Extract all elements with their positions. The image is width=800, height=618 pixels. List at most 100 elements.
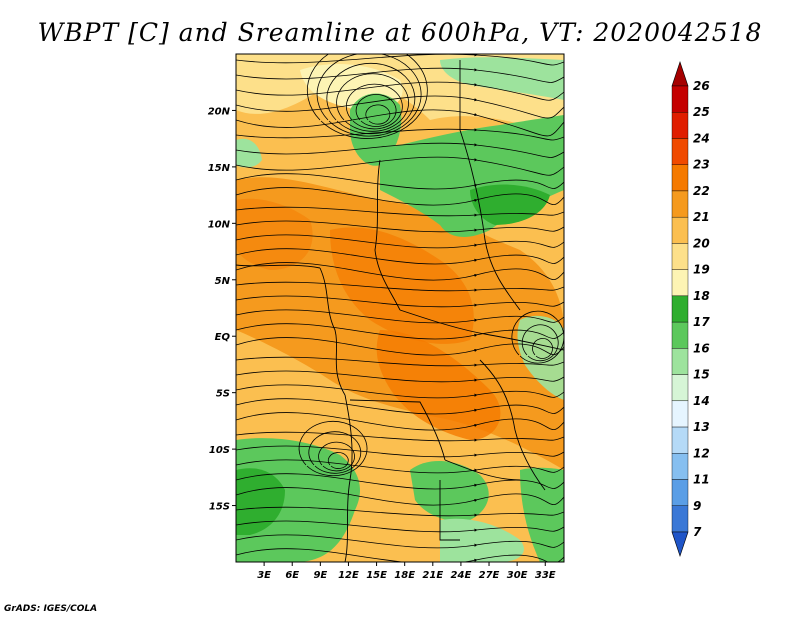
streamline	[318, 441, 355, 472]
lat-label: 10S	[209, 445, 230, 456]
colorbar-label: 15	[693, 368, 710, 382]
streamline	[298, 420, 368, 477]
streamline	[236, 128, 564, 141]
streamline	[327, 452, 349, 469]
colorbar-segment	[671, 216, 689, 244]
streamline	[532, 338, 553, 359]
lon-label: 30E	[507, 570, 528, 581]
colorbar-segment	[671, 453, 689, 480]
streamline	[236, 206, 564, 217]
colorbar-segment	[671, 374, 689, 402]
lon-label: 21E	[422, 570, 443, 581]
latitude-axis: 20N 15N 10N 5N EQ 5S 10S 15S	[208, 106, 236, 513]
lon-label: 6E	[285, 570, 299, 581]
streamline	[236, 459, 564, 474]
footer-credit: GrADS: IGES/COLA	[4, 604, 98, 614]
streamline	[236, 445, 564, 458]
colorbar-label: 18	[693, 289, 710, 303]
streamline	[236, 248, 564, 265]
colorbar-segment	[671, 269, 689, 297]
streamline	[236, 548, 564, 562]
map-frame	[235, 53, 565, 563]
lon-label: 3E	[257, 570, 271, 581]
colorbar: 26 25 24 23 22 21 20 19 18 17 16 15 14 13 12 11 9 7	[671, 61, 710, 557]
lon-label: 18E	[394, 570, 415, 581]
streamline	[236, 109, 564, 137]
colorbar-segment	[671, 112, 689, 139]
lat-label: 20N	[208, 106, 231, 117]
lat-label: 10N	[208, 219, 231, 230]
streamline	[308, 431, 362, 474]
streamline	[236, 370, 564, 383]
streamline	[236, 337, 564, 356]
colorbar-segment	[671, 85, 689, 113]
colorbar-label: 20	[693, 236, 710, 250]
streamline	[236, 384, 564, 399]
streamline	[521, 324, 559, 362]
colorbar-segment	[671, 164, 689, 192]
streamline	[355, 94, 397, 127]
lat-label: 5N	[215, 276, 231, 287]
lon-label: 15E	[366, 570, 387, 581]
colorbar-label: 26	[693, 79, 710, 93]
colorbar-segment	[671, 348, 689, 375]
lon-label: 9E	[313, 570, 327, 581]
streamline	[236, 173, 564, 190]
colorbar-label: 12	[693, 446, 710, 460]
streamline	[236, 398, 564, 415]
streamline	[236, 309, 564, 324]
colorbar-segment	[671, 505, 689, 533]
streamlines	[236, 54, 564, 562]
streamline	[236, 295, 564, 308]
streamline	[306, 54, 428, 139]
streamline	[326, 62, 416, 135]
streamline	[511, 310, 564, 364]
colorbar-label: 9	[693, 499, 701, 513]
lat-label: 15N	[208, 163, 231, 174]
colorbar-label: 17	[693, 315, 710, 329]
lon-label: 24E	[451, 570, 472, 581]
colorbar-segment	[671, 426, 689, 454]
colorbar-label: 22	[693, 184, 710, 198]
streamline	[345, 83, 403, 130]
lat-label: 5S	[216, 389, 230, 400]
colorbar-label: 24	[693, 131, 710, 145]
wbpt-field	[236, 54, 564, 562]
colorbar-label: 14	[693, 394, 710, 408]
colorbar-segment	[671, 138, 689, 165]
streamline	[236, 81, 564, 101]
streamline	[236, 281, 564, 292]
streamline	[236, 506, 564, 517]
streamline	[236, 95, 564, 119]
chart-title: WBPT [C] and Sreamline at 600hPa, VT: 20…	[37, 18, 763, 47]
streamline	[236, 473, 564, 490]
colorbar-label: 21	[693, 210, 710, 224]
colorbar-label: 23	[693, 158, 710, 172]
longitude-axis: 3E 6E 9E 12E 15E 18E 21E 24E 27E 30E 33E	[257, 562, 556, 581]
lat-label: EQ	[215, 332, 231, 343]
streamline	[236, 142, 564, 158]
country-borders	[236, 60, 564, 562]
streamline	[236, 234, 564, 249]
colorbar-label: 25	[693, 105, 710, 119]
lon-label: 33E	[535, 570, 556, 581]
streamline	[316, 54, 422, 137]
streamline	[236, 487, 564, 506]
colorbar-segment	[671, 479, 689, 506]
lon-label: 12E	[338, 570, 359, 581]
streamline	[236, 187, 564, 206]
colorbar-segment	[671, 295, 689, 323]
lat-label: 15S	[209, 502, 230, 513]
streamline	[236, 412, 564, 431]
colorbar-label: 7	[693, 525, 702, 539]
streamline	[236, 356, 564, 367]
streamline	[336, 73, 409, 132]
streamline	[236, 67, 564, 83]
lon-label: 27E	[479, 570, 500, 581]
colorbar-top-triangle	[671, 61, 689, 87]
colorbar-segment	[671, 321, 689, 349]
colorbar-bottom-triangle	[671, 531, 689, 557]
colorbar-label: 16	[693, 341, 710, 355]
streamline	[365, 104, 391, 125]
